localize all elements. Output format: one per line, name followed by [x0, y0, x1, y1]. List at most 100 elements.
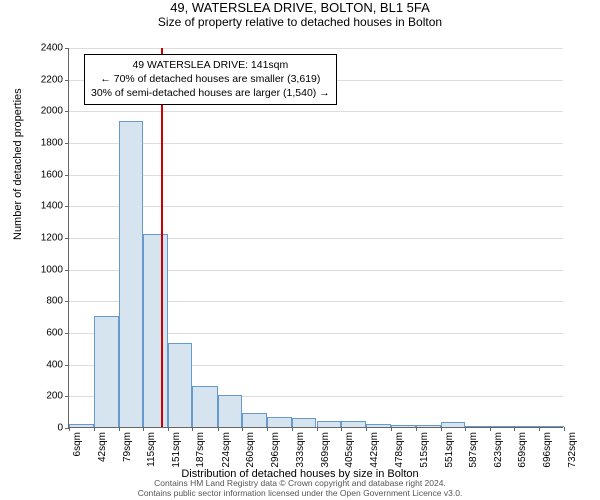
xtick-label: 333sqm — [295, 432, 306, 468]
xtick-mark — [218, 427, 219, 431]
histogram-bar — [341, 421, 366, 427]
xtick-label: 442sqm — [369, 432, 380, 468]
xtick-label: 6sqm — [72, 432, 83, 456]
ytick-mark — [65, 48, 69, 49]
histogram-bar — [539, 426, 564, 427]
ytick-label: 0 — [23, 423, 63, 434]
ytick-mark — [65, 270, 69, 271]
chart-area: 0200400600800100012001400160018002000220… — [68, 48, 563, 428]
xtick-mark — [292, 427, 293, 431]
xtick-mark — [465, 427, 466, 431]
ytick-label: 2200 — [23, 74, 63, 85]
page-subtitle: Size of property relative to detached ho… — [0, 15, 600, 29]
xtick-label: 151sqm — [171, 432, 182, 468]
ytick-mark — [65, 111, 69, 112]
histogram-bar — [192, 386, 217, 427]
xtick-label: 587sqm — [468, 432, 479, 468]
footer-line: Contains public sector information licen… — [0, 488, 600, 498]
xtick-mark — [168, 427, 169, 431]
xtick-label: 478sqm — [394, 432, 405, 468]
xtick-mark — [490, 427, 491, 431]
ytick-label: 200 — [23, 391, 63, 402]
ytick-mark — [65, 175, 69, 176]
xtick-mark — [341, 427, 342, 431]
chart-container: 49, WATERSLEA DRIVE, BOLTON, BL1 5FA Siz… — [0, 0, 600, 500]
xtick-label: 732sqm — [567, 432, 578, 468]
xtick-mark — [143, 427, 144, 431]
xtick-label: 551sqm — [444, 432, 455, 468]
xtick-mark — [94, 427, 95, 431]
info-box-line: ← 70% of detached houses are smaller (3,… — [91, 72, 330, 86]
histogram-bar — [94, 316, 119, 427]
ytick-label: 1400 — [23, 201, 63, 212]
xtick-mark — [317, 427, 318, 431]
xtick-mark — [441, 427, 442, 431]
histogram-bar — [218, 395, 243, 427]
xtick-label: 405sqm — [344, 432, 355, 468]
xtick-label: 296sqm — [270, 432, 281, 468]
ytick-label: 1800 — [23, 138, 63, 149]
xtick-mark — [366, 427, 367, 431]
xtick-mark — [119, 427, 120, 431]
xtick-mark — [267, 427, 268, 431]
ytick-mark — [65, 365, 69, 366]
ytick-label: 2400 — [23, 43, 63, 54]
footer: Contains HM Land Registry data © Crown c… — [0, 478, 600, 498]
ytick-label: 1000 — [23, 264, 63, 275]
histogram-bar — [416, 425, 441, 427]
xtick-label: 369sqm — [320, 432, 331, 468]
histogram-bar — [490, 426, 515, 427]
ytick-mark — [65, 333, 69, 334]
histogram-bar — [119, 121, 144, 427]
ytick-label: 1600 — [23, 169, 63, 180]
histogram-bar — [317, 421, 342, 427]
xtick-label: 260sqm — [245, 432, 256, 468]
info-box-line: 49 WATERSLEA DRIVE: 141sqm — [91, 58, 330, 72]
xtick-mark — [564, 427, 565, 431]
xtick-mark — [391, 427, 392, 431]
xtick-label: 515sqm — [419, 432, 430, 468]
ytick-label: 800 — [23, 296, 63, 307]
xtick-label: 187sqm — [195, 432, 206, 468]
plot-region: 0200400600800100012001400160018002000220… — [68, 48, 563, 428]
ytick-mark — [65, 143, 69, 144]
xtick-mark — [539, 427, 540, 431]
xtick-mark — [242, 427, 243, 431]
gridline — [69, 111, 563, 112]
xtick-label: 696sqm — [542, 432, 553, 468]
ytick-label: 1200 — [23, 233, 63, 244]
xtick-mark — [192, 427, 193, 431]
ytick-label: 600 — [23, 328, 63, 339]
xtick-label: 115sqm — [146, 432, 157, 467]
histogram-bar — [391, 425, 416, 427]
marker-line — [161, 48, 163, 427]
xtick-label: 623sqm — [493, 432, 504, 468]
info-box: 49 WATERSLEA DRIVE: 141sqm ← 70% of deta… — [84, 54, 337, 105]
xtick-label: 79sqm — [122, 432, 133, 462]
info-box-line: 30% of semi-detached houses are larger (… — [91, 86, 330, 100]
histogram-bar — [292, 418, 317, 427]
histogram-bar — [168, 343, 193, 427]
histogram-bar — [514, 426, 539, 427]
ytick-mark — [65, 301, 69, 302]
ytick-label: 400 — [23, 359, 63, 370]
histogram-bar — [143, 234, 168, 427]
histogram-bar — [441, 422, 466, 427]
gridline — [69, 48, 563, 49]
xtick-mark — [416, 427, 417, 431]
ytick-label: 2000 — [23, 106, 63, 117]
ytick-mark — [65, 80, 69, 81]
xtick-label: 659sqm — [517, 432, 528, 468]
histogram-bar — [69, 424, 94, 427]
histogram-bar — [465, 426, 490, 427]
xtick-label: 224sqm — [221, 432, 232, 468]
histogram-bar — [366, 424, 391, 427]
footer-line: Contains HM Land Registry data © Crown c… — [0, 478, 600, 488]
ytick-mark — [65, 206, 69, 207]
histogram-bar — [242, 413, 267, 427]
xtick-mark — [69, 427, 70, 431]
page-title: 49, WATERSLEA DRIVE, BOLTON, BL1 5FA — [0, 0, 600, 15]
xtick-label: 42sqm — [97, 432, 108, 462]
xtick-mark — [514, 427, 515, 431]
ytick-mark — [65, 396, 69, 397]
